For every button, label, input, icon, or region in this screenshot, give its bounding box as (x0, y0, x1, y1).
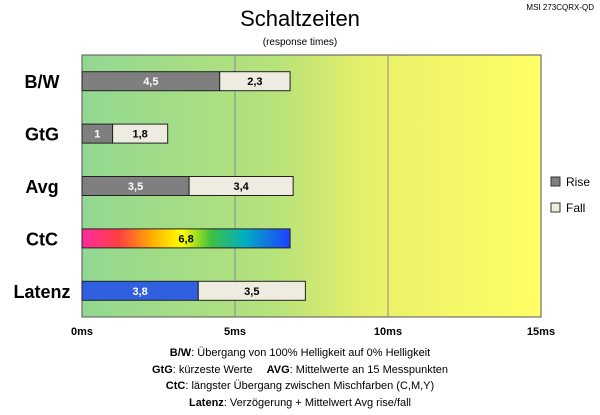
category-label: Avg (25, 177, 58, 197)
chart-subtitle: (response times) (262, 37, 338, 48)
data-label: 3,8 (132, 286, 147, 298)
legend-swatch (550, 176, 561, 187)
note-gtg-avg: GtG: kürzeste Werte AVG: Mittelwerte an 1… (151, 363, 449, 376)
bar-ctc (81, 228, 291, 249)
chart-title: Schaltzeiten (240, 6, 360, 31)
x-tick-label: 5ms (224, 326, 246, 338)
data-label: 3,5 (128, 181, 143, 193)
category-label: CtC (26, 229, 58, 249)
note-bw: B/W: Übergang von 100% Helligkeit auf 0%… (169, 347, 431, 359)
data-label: 6,8 (178, 233, 193, 245)
bar-fall (188, 176, 294, 196)
x-tick-label: 15ms (527, 326, 555, 338)
x-tick-label: 10ms (374, 326, 402, 338)
data-label: 4,5 (143, 76, 158, 88)
data-label: 3,5 (244, 286, 259, 298)
category-label: Latenz (13, 282, 70, 302)
notes: B/W: Übergang von 100% Helligkeit auf 0%… (0, 345, 600, 411)
legend-label: Fall (566, 201, 585, 215)
note-latenz: Latenz: Verzögerung + Mittelwert Avg ris… (188, 396, 412, 409)
legend-label: Rise (566, 175, 590, 189)
x-tick-label: 0ms (71, 326, 93, 338)
model-label: MSI 273CQRX-QD (526, 3, 594, 12)
bar-fall (197, 280, 306, 301)
bar-fall (219, 71, 291, 92)
legend-swatch (550, 202, 561, 213)
bar-fall (112, 123, 169, 144)
data-label: 2,3 (247, 76, 262, 88)
data-label: 1 (94, 129, 100, 141)
data-label: 1,8 (132, 129, 147, 141)
note-ctc: CtC: längster Übergang zwischen Mischfar… (165, 380, 435, 392)
chart-svg: 4,5 2,3 1 1,8 3,5 3,4 6,8 3,8 3,5 B/W GtG Avg CtC La… (13, 54, 590, 338)
category-label: B/W (25, 72, 60, 92)
category-label: GtG (25, 125, 59, 145)
data-label: 3,4 (233, 181, 249, 193)
